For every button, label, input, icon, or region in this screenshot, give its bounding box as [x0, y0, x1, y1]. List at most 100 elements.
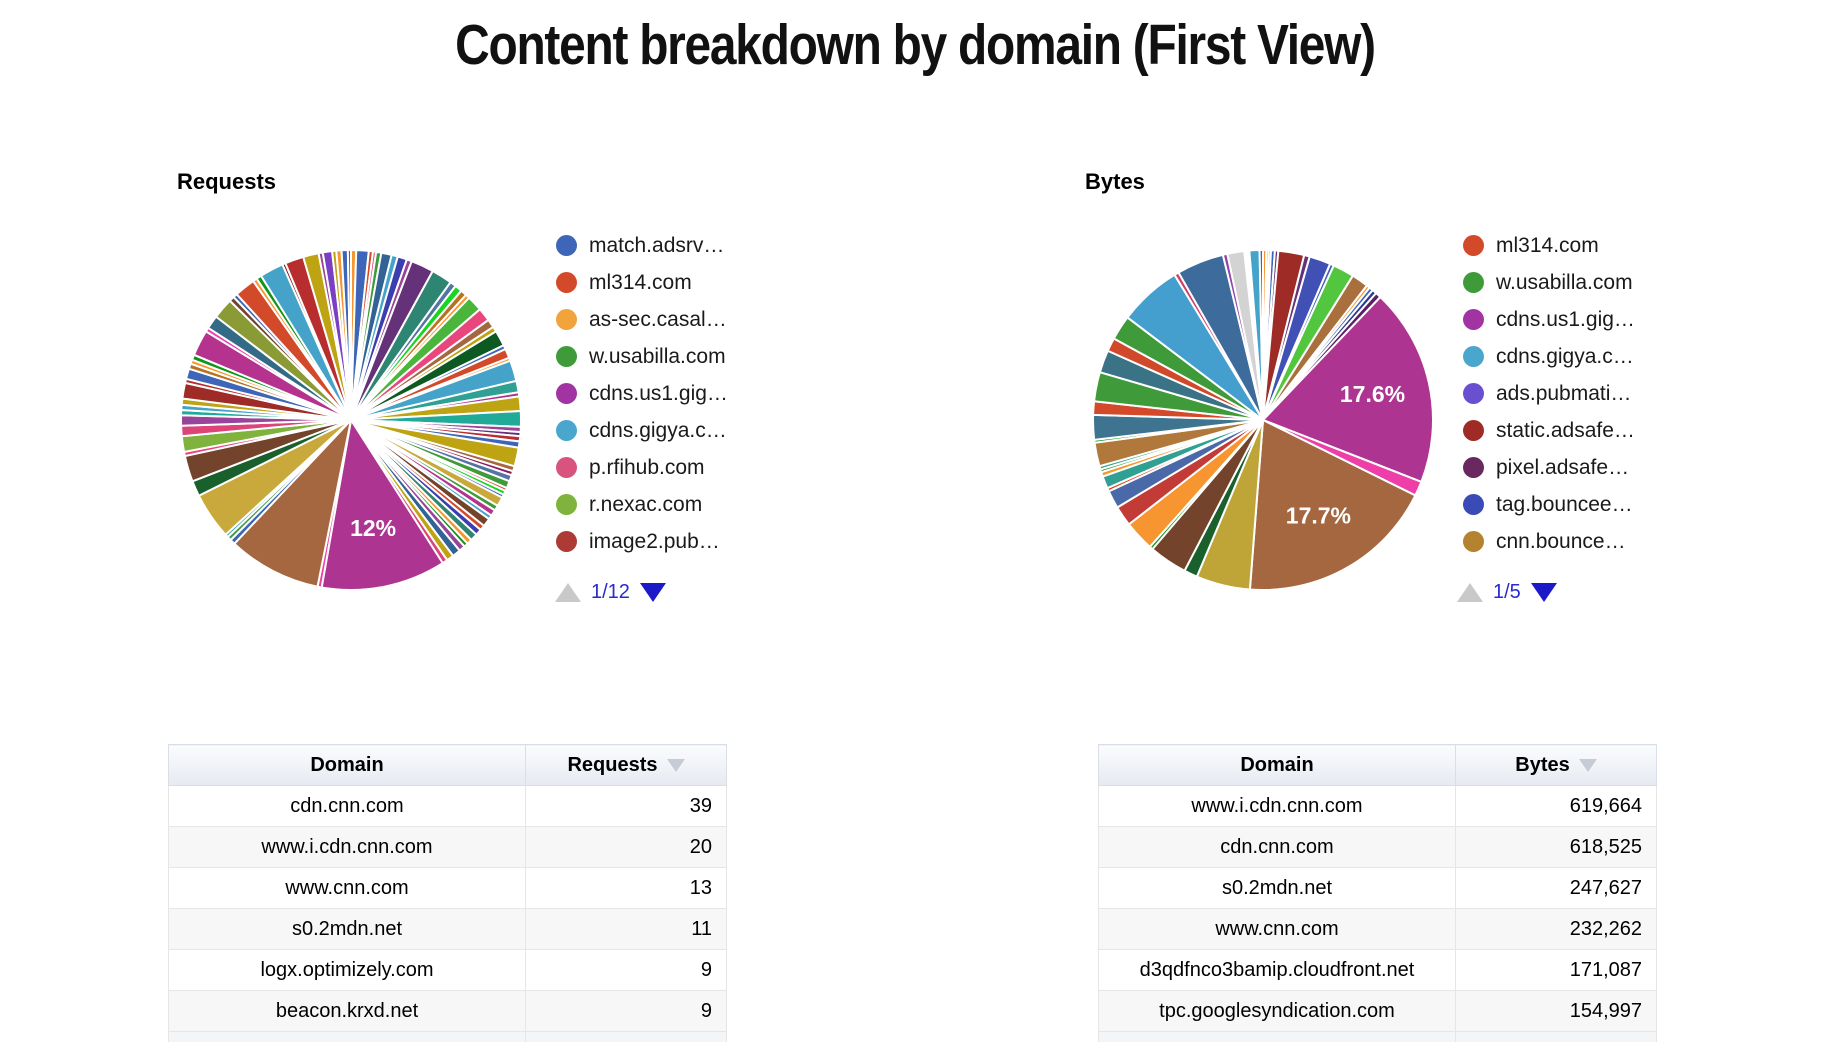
pie-slice-percent-label: 12% [350, 515, 396, 541]
bytes-pie-chart[interactable]: 17.6% 17.7% [1087, 244, 1439, 596]
legend-item[interactable]: static.adsafe… [1463, 412, 1635, 449]
value-cell: 171,087 [1455, 949, 1657, 991]
legend-color-icon [556, 235, 577, 256]
legend-item[interactable]: w.usabilla.com [556, 338, 728, 375]
domain-cell: www.cnn.com [1098, 908, 1456, 950]
pie-slice[interactable] [320, 419, 444, 591]
legend-item[interactable]: p.rfihub.com [556, 449, 728, 486]
legend-item[interactable]: pixel.adsafe… [1463, 449, 1635, 486]
legend-label: pixel.adsafe… [1496, 455, 1630, 479]
table-row-partial [168, 1031, 727, 1042]
legend-item[interactable]: ml314.com [1463, 227, 1635, 264]
legend-item[interactable]: ads.pubmati… [1463, 375, 1635, 412]
legend-label: cdns.us1.gig… [589, 381, 728, 405]
page-title: Content breakdown by domain (First View) [455, 13, 1376, 77]
requests-legend-pager: 1/12 [555, 579, 666, 605]
legend-item[interactable]: cdns.us1.gig… [556, 375, 728, 412]
pie-slice[interactable] [233, 419, 352, 588]
domain-cell: beacon.krxd.net [168, 990, 526, 1032]
domain-cell: www.i.cdn.cnn.com [1098, 785, 1456, 827]
legend-color-icon [1463, 531, 1484, 552]
legend-color-icon [1463, 420, 1484, 441]
legend-item[interactable]: w.usabilla.com [1463, 264, 1635, 301]
value-cell: 11 [525, 908, 727, 950]
legend-label: tag.bouncee… [1496, 492, 1633, 516]
legend-page-up-icon [555, 582, 581, 602]
pie-slice-percent-label: 17.7% [1286, 503, 1351, 529]
legend-color-icon [1463, 383, 1484, 404]
table-row[interactable]: www.i.cdn.cnn.com 20 [168, 826, 727, 868]
value-cell [525, 1031, 727, 1042]
table-row[interactable]: www.cnn.com 232,262 [1098, 908, 1657, 950]
pie-slice[interactable] [346, 249, 352, 421]
table-row[interactable]: www.cnn.com 13 [168, 867, 727, 909]
value-cell: 9 [525, 949, 727, 991]
table-row[interactable]: cdn.cnn.com 618,525 [1098, 826, 1657, 868]
value-cell: 154,997 [1455, 990, 1657, 1032]
sort-desc-icon [1578, 758, 1597, 772]
domain-cell: tpc.googlesyndication.com [1098, 990, 1456, 1032]
legend-item[interactable]: cdns.us1.gig… [1463, 301, 1635, 338]
legend-label: p.rfihub.com [589, 455, 705, 479]
legend-page-indicator: 1/12 [591, 580, 630, 603]
legend-page-up-icon [1457, 582, 1483, 602]
legend-page-down-icon[interactable] [639, 582, 666, 602]
legend-label: cnn.bounce… [1496, 529, 1626, 553]
pie-slice[interactable] [1248, 419, 1417, 591]
table-header-row: Domain Bytes [1098, 744, 1657, 786]
domain-cell: s0.2mdn.net [1098, 867, 1456, 909]
legend-item[interactable]: cdns.gigya.c… [556, 412, 728, 449]
legend-color-icon [556, 272, 577, 293]
legend-item[interactable]: r.nexac.com [556, 486, 728, 523]
legend-item[interactable]: cnn.bounce… [1463, 523, 1635, 560]
column-header-bytes[interactable]: Bytes [1455, 744, 1657, 786]
legend-color-icon [556, 309, 577, 330]
table-row[interactable]: s0.2mdn.net 11 [168, 908, 727, 950]
domain-cell: d3qdfnco3bamip.cloudfront.net [1098, 949, 1456, 991]
value-cell: 619,664 [1455, 785, 1657, 827]
legend-label: ml314.com [1496, 233, 1599, 257]
table-row[interactable]: www.i.cdn.cnn.com 619,664 [1098, 785, 1657, 827]
legend-page-indicator: 1/5 [1493, 580, 1521, 603]
legend-color-icon [1463, 309, 1484, 330]
domain-cell [1098, 1031, 1456, 1042]
column-header-requests[interactable]: Requests [525, 744, 727, 786]
legend-color-icon [1463, 272, 1484, 293]
value-cell: 39 [525, 785, 727, 827]
legend-label: w.usabilla.com [589, 344, 726, 368]
legend-item[interactable]: as-sec.casal… [556, 301, 728, 338]
column-header-label: Domain [310, 753, 384, 776]
legend-color-icon [1463, 494, 1484, 515]
bytes-legend-pager: 1/5 [1457, 579, 1557, 605]
legend-page-down-icon[interactable] [1530, 582, 1557, 602]
legend-label: cdns.gigya.c… [1496, 344, 1634, 368]
table-row[interactable]: s0.2mdn.net 247,627 [1098, 867, 1657, 909]
legend-item[interactable]: image2.pub… [556, 523, 728, 560]
table-row[interactable]: cdn.cnn.com 39 [168, 785, 727, 827]
pie-slice[interactable] [1258, 248, 1264, 421]
value-cell [1455, 1031, 1657, 1042]
legend-color-icon [556, 531, 577, 552]
legend-label: as-sec.casal… [589, 307, 727, 331]
bytes-legend: ml314.com w.usabilla.com cdns.us1.gig… cdns… [1463, 227, 1635, 560]
legend-item[interactable]: tag.bouncee… [1463, 486, 1635, 523]
legend-label: r.nexac.com [589, 492, 703, 516]
table-row[interactable]: tpc.googlesyndication.com 154,997 [1098, 990, 1657, 1032]
table-row[interactable]: logx.optimizely.com 9 [168, 949, 727, 991]
value-cell: 13 [525, 867, 727, 909]
requests-pie-chart[interactable]: 12% [175, 244, 527, 596]
pie-slice-percent-label: 17.6% [1340, 381, 1405, 407]
bytes-chart-title: Bytes [1085, 169, 1145, 194]
legend-label: image2.pub… [589, 529, 720, 553]
table-row[interactable]: d3qdfnco3bamip.cloudfront.net 171,087 [1098, 949, 1657, 991]
domain-cell: s0.2mdn.net [168, 908, 526, 950]
table-row-partial [1098, 1031, 1657, 1042]
legend-item[interactable]: match.adsrv… [556, 227, 728, 264]
column-header-domain[interactable]: Domain [1098, 744, 1456, 786]
legend-color-icon [556, 383, 577, 404]
column-header-domain[interactable]: Domain [168, 744, 526, 786]
legend-item[interactable]: cdns.gigya.c… [1463, 338, 1635, 375]
legend-item[interactable]: ml314.com [556, 264, 728, 301]
table-row[interactable]: beacon.krxd.net 9 [168, 990, 727, 1032]
